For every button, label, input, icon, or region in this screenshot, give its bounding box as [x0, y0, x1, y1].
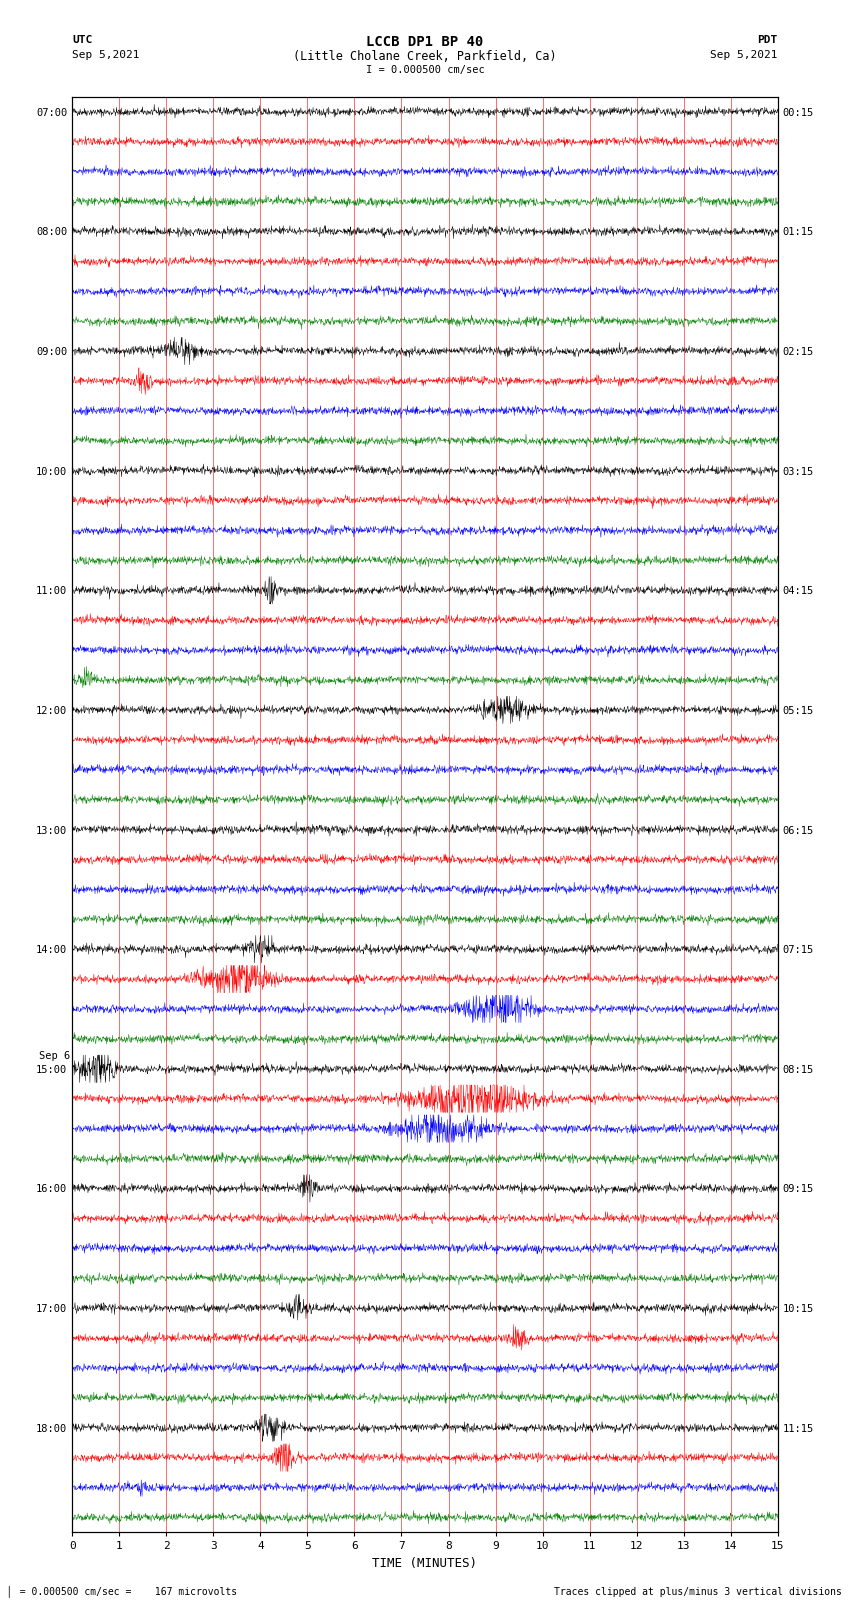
Text: I = 0.000500 cm/sec: I = 0.000500 cm/sec [366, 65, 484, 74]
Text: ▏ = 0.000500 cm/sec =    167 microvolts: ▏ = 0.000500 cm/sec = 167 microvolts [8, 1586, 238, 1597]
Text: PDT: PDT [757, 35, 778, 45]
Text: Sep 6: Sep 6 [39, 1050, 71, 1061]
X-axis label: TIME (MINUTES): TIME (MINUTES) [372, 1557, 478, 1569]
Text: Sep 5,2021: Sep 5,2021 [72, 50, 139, 60]
Text: (Little Cholane Creek, Parkfield, Ca): (Little Cholane Creek, Parkfield, Ca) [293, 50, 557, 63]
Text: Traces clipped at plus/minus 3 vertical divisions: Traces clipped at plus/minus 3 vertical … [553, 1587, 842, 1597]
Text: UTC: UTC [72, 35, 93, 45]
Text: LCCB DP1 BP 40: LCCB DP1 BP 40 [366, 35, 484, 50]
Text: Sep 5,2021: Sep 5,2021 [711, 50, 778, 60]
